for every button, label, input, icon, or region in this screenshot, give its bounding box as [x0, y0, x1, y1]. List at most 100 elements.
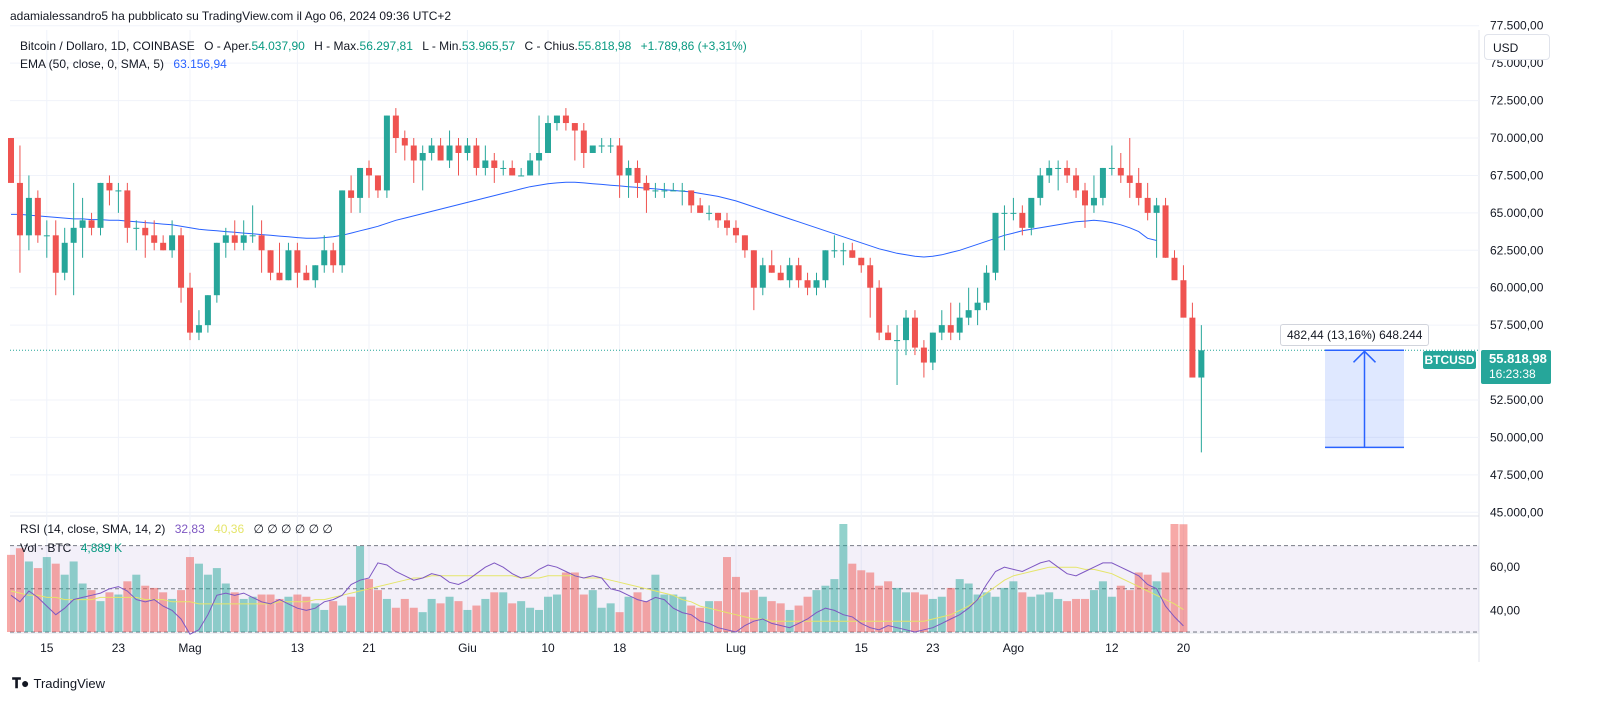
- volume-bar: [490, 592, 499, 632]
- volume-bar: [7, 554, 15, 632]
- x-tick-label: 23: [926, 641, 940, 655]
- volume-bar: [1072, 598, 1081, 632]
- y-tick-label: 52.500,00: [1490, 393, 1544, 407]
- volume-bar: [436, 603, 445, 632]
- rsi-line: [10, 560, 1184, 635]
- candle-body: [401, 138, 408, 146]
- volume-bar: [642, 601, 651, 632]
- volume-bar: [696, 607, 705, 632]
- volume-bar: [275, 598, 284, 632]
- x-tick-label: 23: [112, 641, 126, 655]
- volume-bar: [311, 603, 320, 632]
- candle-body: [858, 257, 865, 266]
- volume-bar: [338, 605, 347, 632]
- candle-body: [25, 197, 32, 236]
- volume-bar: [499, 592, 508, 632]
- x-tick-label: 20: [1177, 641, 1191, 655]
- candle-body: [1126, 175, 1133, 183]
- volume-bar: [427, 598, 436, 632]
- y-tick-label: 50.000,00: [1490, 430, 1544, 444]
- candle-body: [383, 115, 390, 191]
- volume-bar: [1179, 524, 1188, 632]
- x-tick-label: 10: [541, 641, 555, 655]
- ema-label: EMA (50, close, 0, SMA, 5): [20, 57, 165, 71]
- ema-legend[interactable]: EMA (50, close, 0, SMA, 5) 63.156,94: [20, 57, 227, 71]
- volume-bar: [723, 557, 731, 632]
- volume-bar: [919, 594, 928, 632]
- last-price-tag: 55.818,98 16:23:38: [1481, 350, 1551, 384]
- candle-body: [876, 287, 883, 333]
- candle-body: [213, 242, 220, 296]
- candle-body: [178, 235, 185, 288]
- candle-body: [903, 317, 909, 341]
- open-label: O - Aper.: [204, 39, 252, 53]
- volume-bar: [552, 594, 561, 632]
- rsi-extra: ∅ ∅ ∅ ∅ ∅ ∅: [253, 522, 333, 536]
- volume-bar: [615, 612, 624, 632]
- volume-bar: [24, 561, 33, 632]
- candle-body: [706, 212, 713, 214]
- candle-body: [992, 212, 999, 273]
- ema-line: [11, 181, 1157, 258]
- symbol-legend[interactable]: Bitcoin / Dollaro, 1D, COINBASE O - Aper…: [20, 39, 747, 53]
- candle-body: [419, 152, 426, 161]
- volume-bar: [687, 605, 696, 632]
- candle-body: [61, 242, 68, 273]
- volume-bar: [1054, 598, 1063, 632]
- volume-bar: [767, 601, 776, 632]
- vol-legend[interactable]: Vol · BTC 4,889 K: [20, 541, 122, 555]
- candle-body: [643, 182, 650, 191]
- volume-bar: [955, 579, 964, 632]
- candle-body: [285, 250, 292, 281]
- volume-bar: [186, 557, 194, 632]
- volume-bar: [123, 581, 132, 632]
- close-value: 55.818,98: [577, 39, 632, 53]
- volume-bar: [902, 592, 910, 632]
- currency-button[interactable]: USD: [1484, 34, 1550, 60]
- rsi-legend[interactable]: RSI (14, close, SMA, 14, 2) 32,83 40,36 …: [20, 522, 333, 536]
- candle-body: [133, 227, 140, 229]
- volume-bar: [365, 579, 373, 632]
- candle-body: [8, 138, 14, 183]
- volume-bar: [1009, 581, 1018, 632]
- volume-bar: [660, 594, 669, 632]
- candle-body: [1135, 182, 1142, 198]
- volume-bar: [1081, 598, 1089, 632]
- volume-bar: [33, 568, 42, 632]
- candle-body: [473, 145, 480, 168]
- candle-body: [804, 280, 811, 288]
- candle-body: [1090, 197, 1097, 206]
- volume-bar: [1161, 572, 1170, 632]
- candle-body: [688, 190, 695, 206]
- volume-bar: [848, 563, 857, 632]
- volume-bar: [758, 596, 767, 632]
- candle-body: [562, 115, 569, 124]
- volume-bar: [561, 572, 570, 632]
- candle-body: [894, 340, 901, 342]
- candle-body: [106, 182, 113, 191]
- candle-body: [545, 123, 551, 153]
- candle-body: [115, 190, 122, 192]
- candle-body: [88, 220, 95, 228]
- candle-body: [885, 332, 892, 341]
- candle-body: [849, 250, 856, 258]
- candle-body: [1144, 197, 1151, 213]
- volume-bar: [1107, 596, 1116, 632]
- rsi-label: RSI (14, close, SMA, 14, 2): [20, 522, 166, 536]
- candle-body: [34, 197, 41, 236]
- candle-body: [294, 250, 301, 273]
- volume-bar: [1125, 590, 1134, 632]
- volume-bar: [803, 596, 812, 632]
- volume-bar: [731, 576, 740, 632]
- volume-bar: [651, 574, 660, 632]
- volume-bar: [141, 585, 150, 632]
- candle-body: [410, 145, 417, 161]
- candle-body: [437, 145, 444, 161]
- volume-bar: [60, 574, 69, 632]
- candle-body: [1162, 205, 1169, 258]
- tradingview-brand[interactable]: 𝐓● TradingView: [12, 675, 105, 692]
- volume-bar: [168, 598, 177, 632]
- x-tick-label: 21: [362, 641, 376, 655]
- x-tick-label: 15: [855, 641, 869, 655]
